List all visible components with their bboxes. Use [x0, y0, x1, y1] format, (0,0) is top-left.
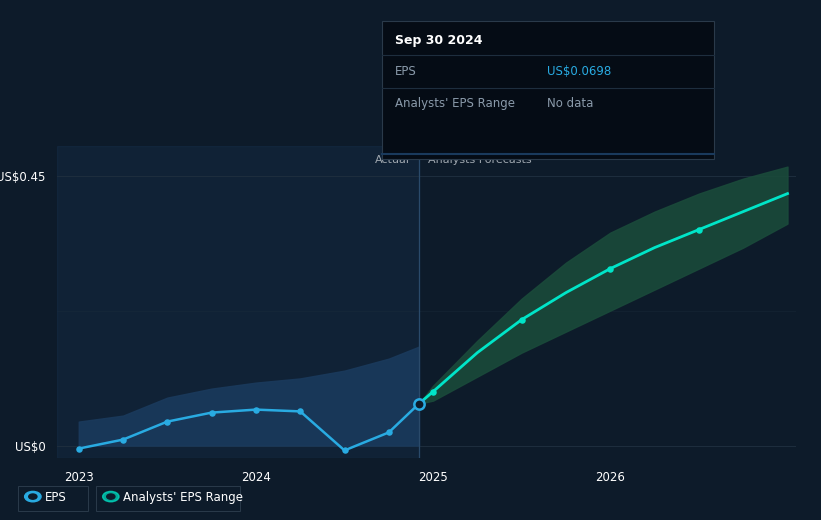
Point — [427, 387, 440, 396]
Point — [692, 226, 705, 234]
Point — [205, 408, 218, 417]
Point — [161, 418, 174, 426]
Point — [72, 445, 85, 453]
Point — [603, 265, 617, 273]
Point — [412, 399, 425, 408]
Text: Analysts Forecasts: Analysts Forecasts — [428, 154, 531, 165]
Point — [294, 407, 307, 415]
Text: No data: No data — [547, 97, 593, 110]
Point — [250, 406, 263, 414]
Text: US$0.0698: US$0.0698 — [547, 66, 611, 79]
Bar — [57, 146, 419, 458]
Point — [383, 428, 396, 437]
Point — [117, 435, 130, 444]
Text: Sep 30 2024: Sep 30 2024 — [395, 34, 483, 47]
Text: Analysts' EPS Range: Analysts' EPS Range — [123, 491, 243, 504]
Text: EPS: EPS — [45, 491, 67, 504]
Text: Actual: Actual — [375, 154, 410, 165]
Text: Analysts' EPS Range: Analysts' EPS Range — [395, 97, 515, 110]
Point — [515, 316, 528, 324]
Point — [338, 446, 351, 454]
Text: EPS: EPS — [395, 66, 416, 79]
